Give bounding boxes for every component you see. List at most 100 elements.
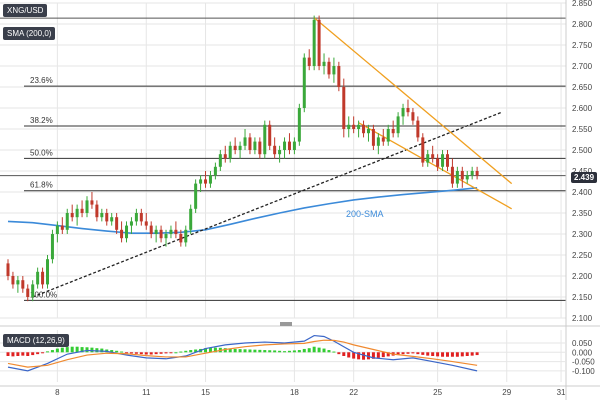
macd-signal-line	[7, 339, 478, 368]
candle-body	[134, 213, 138, 222]
fib-label: 23.6%	[30, 76, 53, 85]
candle-body	[50, 234, 54, 260]
macd-histogram-bar	[268, 350, 272, 353]
candle-body	[213, 166, 217, 176]
y-tick-label: 2.800	[572, 20, 593, 29]
macd-histogram-bar	[406, 352, 410, 354]
macd-histogram-bar	[327, 350, 331, 353]
macd-histogram-bar	[312, 346, 316, 353]
macd-histogram-bar	[169, 352, 173, 354]
candle-body	[144, 221, 148, 226]
macd-histogram-bar	[475, 352, 479, 356]
pane-splitter-handle[interactable]	[280, 322, 292, 326]
macd-histogram-bar	[204, 348, 208, 353]
macd-histogram-bar	[115, 350, 119, 353]
candle-body	[317, 19, 321, 66]
candle-body	[55, 225, 59, 234]
macd-histogram-bar	[322, 348, 326, 353]
macd-histogram-bar	[426, 352, 430, 356]
candle-body	[248, 137, 252, 150]
sma-200-line	[7, 187, 478, 234]
candle-body	[223, 154, 227, 159]
macd-histogram-bar	[258, 349, 262, 353]
x-tick-label: 15	[201, 388, 210, 397]
candle-body	[273, 145, 277, 155]
candle-body	[80, 208, 84, 213]
macd-histogram-bar	[297, 350, 301, 353]
candle-body	[105, 213, 109, 222]
candle-body	[11, 276, 15, 285]
y-tick-label: 2.550	[572, 125, 593, 134]
x-tick-label: 8	[55, 388, 60, 397]
macd-histogram-bar	[6, 352, 10, 356]
candle-body	[26, 288, 30, 297]
macd-histogram-bar	[80, 347, 84, 353]
macd-y-tick-label: -0.050	[572, 358, 595, 367]
macd-histogram-bar	[223, 348, 227, 353]
y-tick-label: 2.600	[572, 104, 593, 113]
macd-histogram-bar	[11, 352, 15, 357]
fib-label: 50.0%	[30, 148, 53, 157]
candle-body	[396, 116, 400, 134]
macd-histogram-bar	[238, 349, 242, 353]
x-tick-label: 25	[433, 388, 442, 397]
y-tick-label: 2.450	[572, 167, 593, 176]
candle-body	[85, 200, 89, 213]
candle-body	[312, 19, 316, 66]
macd-histogram-bar	[278, 350, 282, 353]
candle-body	[337, 66, 341, 87]
candle-body	[204, 179, 208, 184]
macd-histogram-bar	[465, 352, 469, 356]
macd-histogram-bar	[342, 352, 346, 356]
candle-body	[21, 280, 25, 289]
candle-body	[362, 124, 366, 134]
macd-histogram-bar	[421, 352, 425, 355]
candle-body	[401, 108, 405, 117]
macd-histogram-bar	[273, 350, 277, 353]
candle-body	[268, 124, 272, 146]
macd-histogram-bar	[184, 350, 188, 353]
candle-body	[149, 225, 153, 234]
candle-body	[441, 154, 445, 167]
y-tick-label: 2.750	[572, 41, 593, 50]
macd-histogram-bar	[70, 346, 74, 353]
candle-body	[352, 124, 356, 129]
candle-body	[41, 271, 45, 285]
macd-histogram-bar	[337, 352, 341, 355]
candle-body	[287, 141, 291, 150]
macd-y-tick-label: 0.050	[572, 339, 593, 348]
macd-histogram-bar	[357, 352, 361, 360]
y-tick-label: 2.300	[572, 230, 593, 239]
candle-body	[445, 154, 449, 167]
macd-histogram-bar	[41, 352, 45, 354]
y-tick-label: 2.200	[572, 272, 593, 281]
macd-histogram-bar	[75, 346, 79, 353]
macd-histogram-bar	[36, 352, 40, 355]
candle-body	[436, 158, 440, 167]
macd-histogram-bar	[283, 351, 287, 353]
macd-histogram-bar	[125, 352, 129, 354]
macd-histogram-bar	[371, 352, 375, 359]
macd-histogram-bar	[31, 352, 35, 356]
candle-body	[120, 229, 124, 239]
candle-body	[6, 263, 10, 276]
candle-body	[411, 112, 415, 121]
candle-body	[297, 108, 301, 142]
macd-y-tick-label: -0.100	[572, 367, 595, 376]
macd-histogram-bar	[441, 352, 445, 357]
candle-body	[75, 208, 79, 218]
candle-body	[253, 141, 257, 150]
candle-body	[450, 166, 454, 184]
macd-histogram-bar	[213, 347, 217, 353]
macd-y-tick-label: 0.000	[572, 348, 593, 357]
candle-body	[465, 175, 469, 180]
macd-histogram-bar	[302, 348, 306, 353]
candle-body	[154, 229, 158, 234]
candle-body	[194, 183, 198, 209]
macd-histogram-bar	[100, 348, 104, 353]
macd-histogram-bar	[179, 351, 183, 353]
candle-body	[470, 171, 474, 176]
macd-histogram-bar	[460, 352, 464, 357]
current-price-tag: 2.439	[571, 172, 598, 183]
candle-body	[65, 213, 69, 230]
